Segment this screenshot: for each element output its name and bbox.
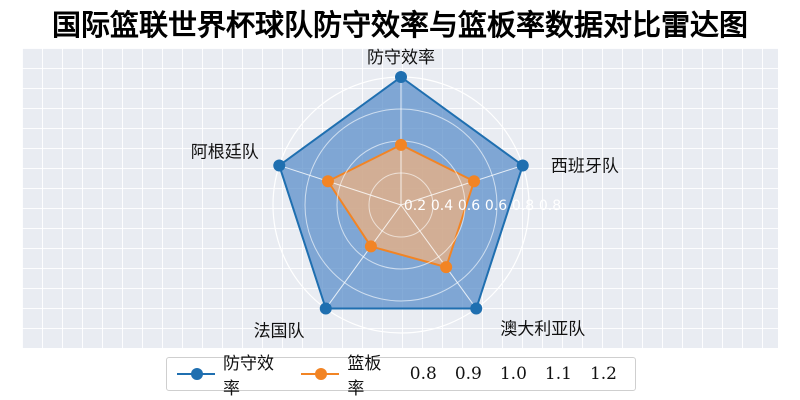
radar-point-0-3 [319,302,332,315]
legend: 防守效率 篮板率 0.8 0.9 1.0 1.1 1.2 [166,354,636,399]
category-label-1: 西班牙队 [551,156,619,176]
legend-extra-0: 0.8 [409,364,437,384]
radar-series-area-1 [326,143,476,269]
radar-ring-overlay [368,172,434,238]
legend-label-rebound: 篮板率 [347,354,382,399]
legend-extra-1: 0.9 [454,364,482,384]
category-label-2: 澳大利亚队 [500,320,585,340]
legend-item-rebound: 篮板率 [301,349,395,399]
category-label-3: 法国队 [254,322,305,342]
category-label-4: 阿根廷队 [191,142,259,162]
radar-point-0-4 [273,159,286,172]
legend-swatch-defense [177,368,215,380]
radar-point-1-3 [364,240,377,253]
legend-swatch-rebound [301,368,340,380]
chart-title: 国际篮联世界杯球队防守效率与篮板率数据对比雷达图 [51,8,748,42]
radar-ring-overlay [304,108,498,302]
radar-series [273,71,529,315]
radial-tick-label-2: 0.6 [458,198,480,214]
radial-tick-label-0: 0.2 [404,198,426,214]
category-label-0: 防守效率 [367,48,435,68]
legend-extra-3: 1.1 [544,364,572,384]
radar-ticks: 0.2 0.4 0.6 0.6 0.8 0.8 [404,198,561,214]
legend-label-defense: 防守效率 [222,354,274,399]
radar-point-1-0 [395,138,407,151]
radial-tick-label-5: 0.8 [539,198,561,214]
radar-point-1-2 [440,261,453,274]
legend-item-defense: 防守效率 [177,349,287,399]
radar-point-0-1 [516,159,529,172]
radial-tick-label-1: 0.4 [431,198,453,214]
legend-extra-2: 1.0 [499,364,527,384]
radar-point-1-1 [468,175,481,188]
radar-point-0-0 [395,71,407,83]
radial-tick-label-4: 0.8 [512,198,534,214]
radial-tick-label-3: 0.6 [485,198,507,214]
radar-point-1-4 [321,175,334,188]
radar-point-0-2 [470,302,483,315]
legend-extra-4: 1.2 [589,364,617,384]
